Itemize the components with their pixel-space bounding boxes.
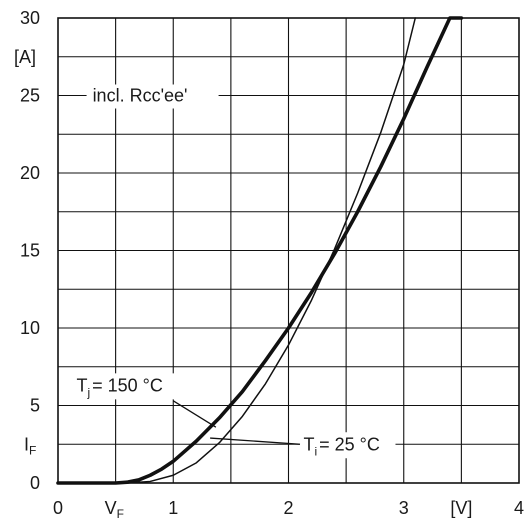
y-axis-unit-label: [A] [14,47,36,67]
series-line-tj150 [56,16,464,485]
x-tick-label: 3 [399,498,409,518]
label-layer: [A] [V] IF VF incl. Rcc'ee' Tj = 150 °C T… [14,47,472,521]
y-tick-label: 20 [20,163,40,183]
y-tick-label: 30 [20,8,40,28]
y-axis-name-label: IF [24,434,36,457]
series-leader-line-ti25 [210,437,301,445]
y-tick-label: 15 [20,241,40,261]
series-label-tj150: Tj = 150 °C [76,375,162,399]
axes-layer: 0 5 10 15 20 25 30 0 1 2 3 4 [20,8,524,518]
annotation-text: incl. Rcc'ee' [93,86,188,106]
grid-layer [58,18,519,483]
y-tick-label: 5 [30,396,40,416]
y-tick-label: 10 [20,318,40,338]
y-tick-label: 0 [30,473,40,493]
series-label-background-tj150 [72,373,179,400]
series-label-ti25: Ti = 25 °C [303,434,379,458]
plot-frame [57,17,520,484]
x-tick-label: 2 [283,498,293,518]
series-line-ti25 [57,17,417,484]
x-axis-unit-label: [V] [450,498,472,518]
x-tick-label: 4 [514,498,524,518]
series-label-background-ti25 [299,432,396,459]
series-leader-line-tj150 [172,400,217,428]
x-tick-label: 1 [168,498,178,518]
x-tick-label: 0 [53,498,63,518]
series-layer [56,16,464,485]
x-axis-name-label: VF [105,498,124,521]
y-tick-label: 25 [20,86,40,106]
annotation-background [86,84,219,109]
